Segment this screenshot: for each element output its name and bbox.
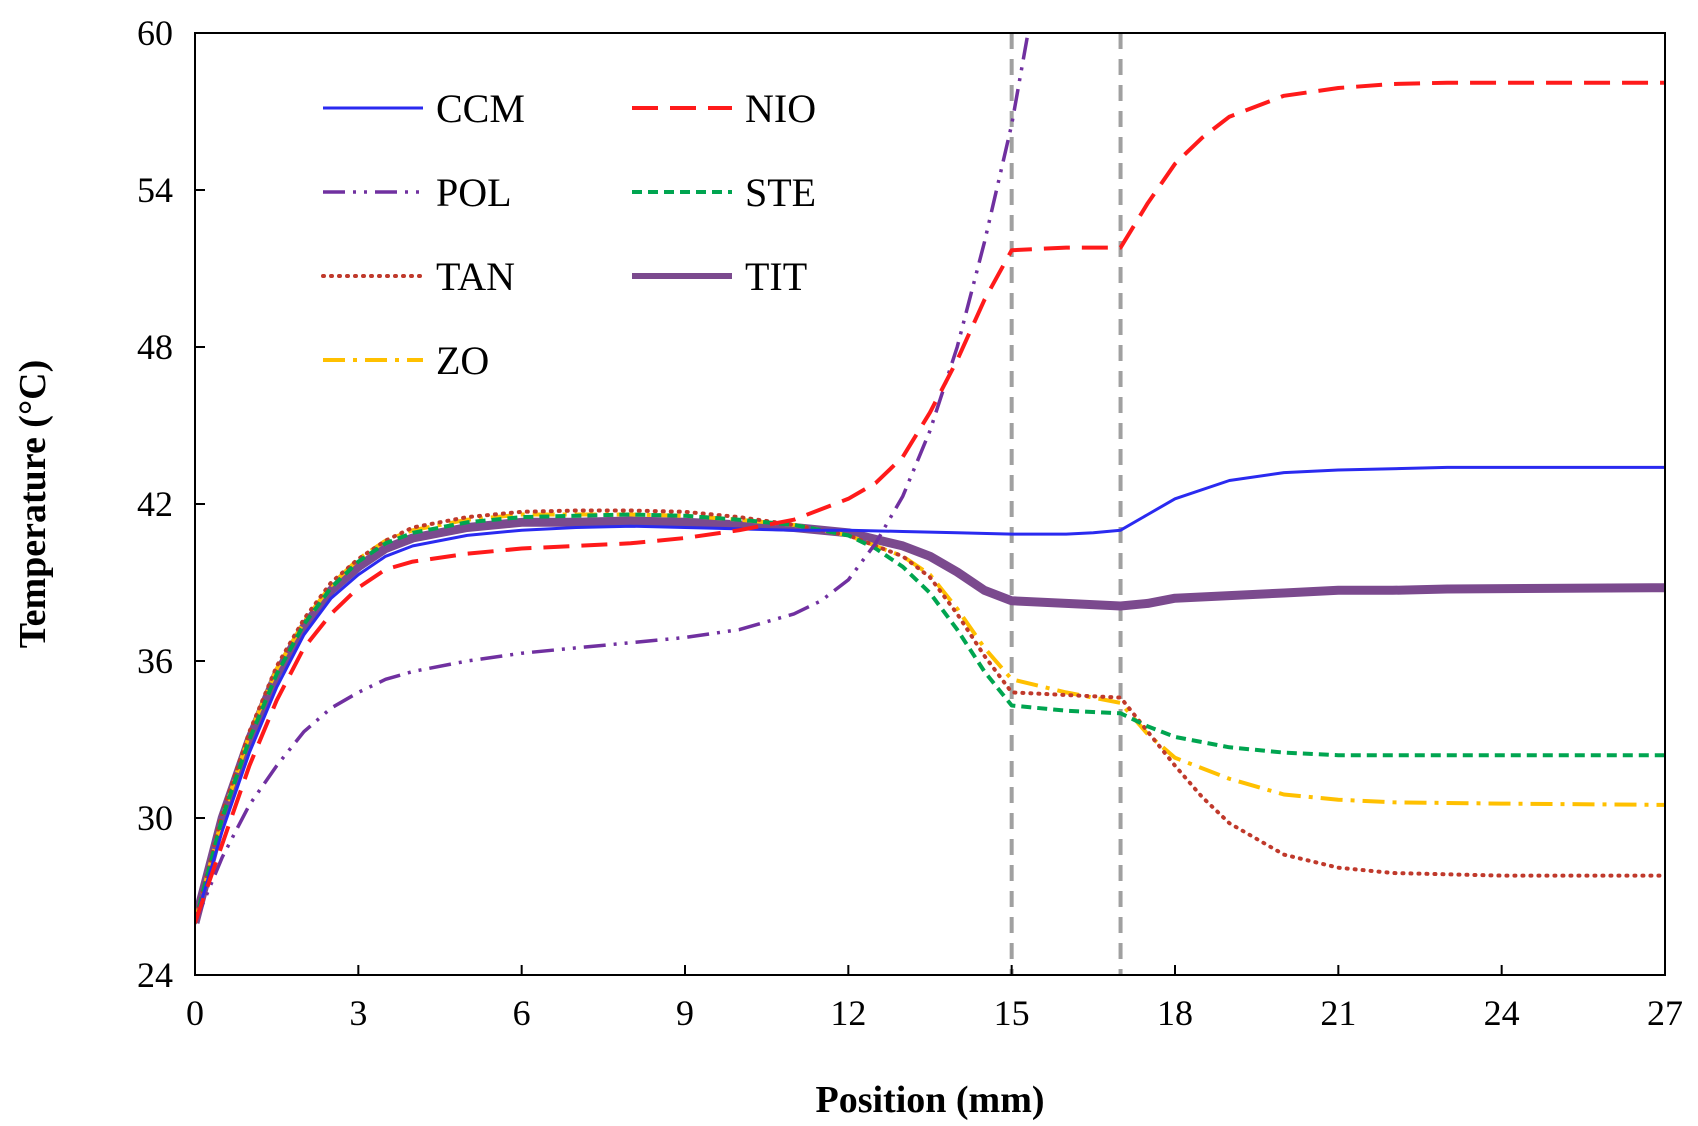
x-tick-label: 21 xyxy=(1320,993,1356,1033)
x-tick-label: 27 xyxy=(1647,993,1683,1033)
y-tick-label: 48 xyxy=(137,327,173,367)
y-tick-label: 42 xyxy=(137,484,173,524)
legend-label-ccm: CCM xyxy=(436,86,525,131)
x-axis-title: Position (mm) xyxy=(815,1079,1044,1121)
legend-label-zo: ZO xyxy=(436,338,489,383)
legend-label-nio: NIO xyxy=(745,86,816,131)
legend-label-tit: TIT xyxy=(745,254,807,299)
legend-label-tan: TAN xyxy=(436,254,515,299)
series-layer xyxy=(195,33,1665,925)
reference-lines xyxy=(1009,33,1123,975)
y-tick-label: 36 xyxy=(137,641,173,681)
series-line-ccm xyxy=(195,465,1665,924)
y-axis: 24 30 36 42 48 54 60 xyxy=(137,13,205,995)
legend-label-ste: STE xyxy=(745,170,816,215)
x-axis: 0 3 6 9 12 15 18 21 24 27 xyxy=(186,965,1683,1033)
series-line-nio xyxy=(195,80,1665,924)
legend: CCM NIO POL STE TAN TIT ZO xyxy=(321,86,816,383)
y-tick-label: 24 xyxy=(137,955,173,995)
x-tick-label: 15 xyxy=(994,993,1030,1033)
x-tick-label: 0 xyxy=(186,993,204,1033)
series-line-pol xyxy=(195,33,1030,924)
x-tick-label: 12 xyxy=(830,993,866,1033)
y-tick-label: 30 xyxy=(137,798,173,838)
x-tick-label: 24 xyxy=(1484,993,1520,1033)
x-tick-label: 9 xyxy=(676,993,694,1033)
series-line-ste xyxy=(195,512,1665,924)
x-tick-label: 6 xyxy=(513,993,531,1033)
y-tick-label: 60 xyxy=(137,13,173,53)
y-tick-label: 54 xyxy=(137,170,173,210)
y-axis-title: Temperature (°C) xyxy=(12,360,54,649)
legend-label-pol: POL xyxy=(436,170,512,215)
x-tick-label: 18 xyxy=(1157,993,1193,1033)
x-tick-label: 3 xyxy=(349,993,367,1033)
